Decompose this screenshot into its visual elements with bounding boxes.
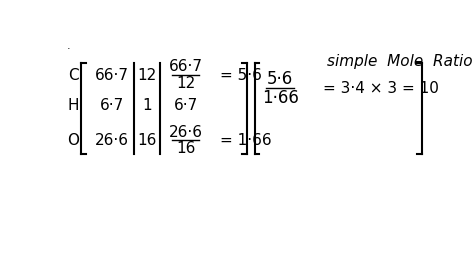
Text: 12: 12 — [176, 76, 195, 91]
Text: = 3·4 × 3 = 10: = 3·4 × 3 = 10 — [323, 81, 438, 96]
Text: 6·7: 6·7 — [100, 98, 124, 113]
Text: C: C — [68, 68, 79, 82]
Text: 1·66: 1·66 — [262, 89, 299, 107]
Text: 66·7: 66·7 — [95, 68, 129, 82]
Text: 5·6: 5·6 — [267, 70, 293, 88]
Text: .: . — [67, 41, 70, 51]
Text: 12: 12 — [137, 68, 156, 82]
Text: 16: 16 — [137, 133, 156, 148]
Text: simple  Mole  Ratio: simple Mole Ratio — [327, 54, 472, 69]
Text: 1: 1 — [142, 98, 152, 113]
Text: H: H — [67, 98, 79, 113]
Text: O: O — [67, 133, 79, 148]
Text: 6·7: 6·7 — [173, 98, 198, 113]
Text: 26·6: 26·6 — [169, 124, 202, 140]
Text: 26·6: 26·6 — [95, 133, 129, 148]
Text: = 5·6: = 5·6 — [219, 68, 262, 82]
Text: = 1·66: = 1·66 — [219, 133, 271, 148]
Text: 16: 16 — [176, 142, 195, 156]
Text: 66·7: 66·7 — [169, 59, 202, 74]
